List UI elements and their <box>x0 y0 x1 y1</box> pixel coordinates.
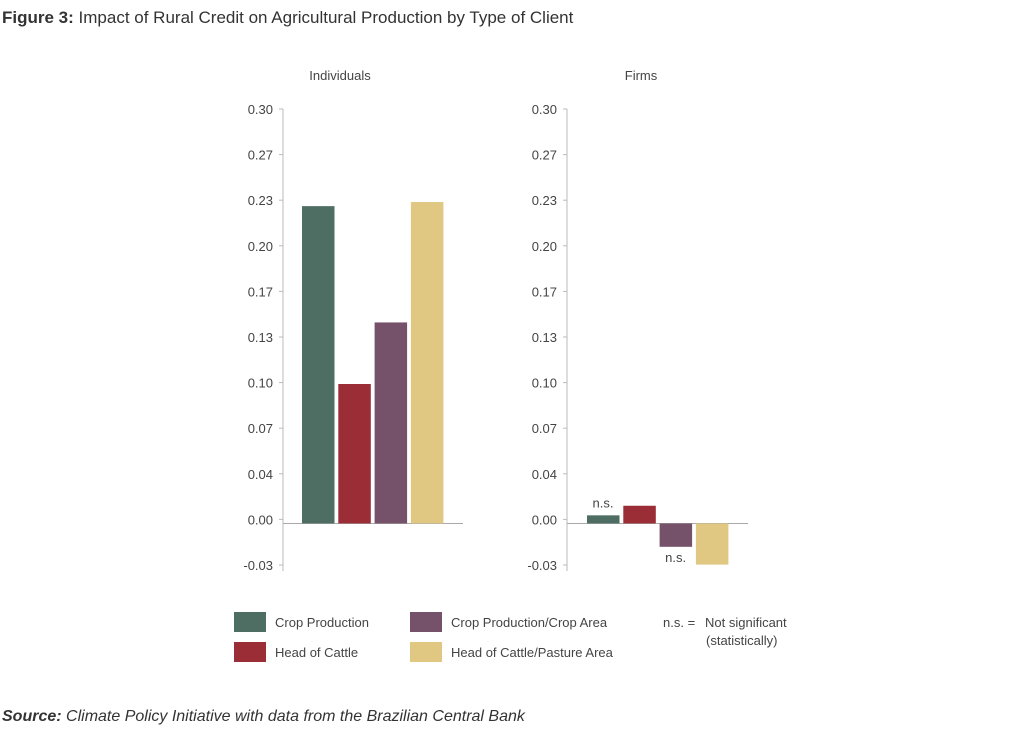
source-label: Source: <box>2 708 62 725</box>
legend-ns-text-2: (statistically) <box>706 633 778 648</box>
source-text: Climate Policy Initiative with data from… <box>66 708 525 725</box>
legend-label: Crop Production <box>275 615 369 630</box>
y-tick-label: 0.20 <box>532 239 557 254</box>
bar-head-of-cattle <box>338 383 371 524</box>
legend-ns-key: n.s. = <box>663 615 695 630</box>
y-tick-label: -0.03 <box>527 558 557 573</box>
legend-label: Head of Cattle <box>275 645 358 660</box>
y-tick-label: 0.17 <box>248 284 273 299</box>
y-tick-label: 0.00 <box>248 512 273 527</box>
bar-crop-production <box>302 206 335 524</box>
y-tick-label: 0.07 <box>248 421 273 436</box>
y-tick-label: 0.23 <box>248 193 273 208</box>
y-tick-label: 0.30 <box>248 102 273 117</box>
bar-head-of-cattle <box>623 505 656 524</box>
figure-title: Figure 3: Impact of Rural Credit on Agri… <box>2 8 573 28</box>
y-tick-label: 0.00 <box>532 512 557 527</box>
bar-head-of-cattle-pasture-area <box>695 523 729 565</box>
figure-label: Figure 3: <box>2 8 74 27</box>
source-note: Source: Climate Policy Initiative with d… <box>2 708 525 726</box>
y-tick-label: 0.13 <box>248 330 273 345</box>
y-tick-label: 0.17 <box>532 284 557 299</box>
y-tick-label: 0.23 <box>532 193 557 208</box>
bar-crop-production <box>587 515 620 524</box>
y-tick-label: -0.03 <box>243 558 273 573</box>
y-tick-label: 0.10 <box>532 376 557 391</box>
ns-annotation: n.s. <box>665 550 686 565</box>
panel-title: Individuals <box>309 68 371 83</box>
legend-ns-text: Not significant <box>705 615 787 630</box>
legend-label: Head of Cattle/Pasture Area <box>451 645 614 660</box>
legend-swatch <box>410 642 442 662</box>
y-tick-label: 0.20 <box>248 239 273 254</box>
bar-crop-production-crop-area <box>659 523 693 547</box>
y-tick-label: 0.30 <box>532 102 557 117</box>
ns-annotation: n.s. <box>593 495 614 510</box>
figure-title-text: Impact of Rural Credit on Agricultural P… <box>78 8 574 27</box>
bar-crop-production-crop-area <box>374 322 408 524</box>
legend-label: Crop Production/Crop Area <box>451 615 608 630</box>
y-tick-label: 0.13 <box>532 330 557 345</box>
panel-title: Firms <box>625 68 658 83</box>
y-tick-label: 0.04 <box>532 467 557 482</box>
y-tick-label: 0.27 <box>248 148 273 163</box>
y-tick-label: 0.10 <box>248 376 273 391</box>
legend-swatch <box>234 642 266 662</box>
y-tick-label: 0.27 <box>532 148 557 163</box>
legend-swatch <box>234 612 266 632</box>
y-tick-label: 0.04 <box>248 467 273 482</box>
y-tick-label: 0.07 <box>532 421 557 436</box>
legend-swatch <box>410 612 442 632</box>
bar-head-of-cattle-pasture-area <box>410 202 444 524</box>
